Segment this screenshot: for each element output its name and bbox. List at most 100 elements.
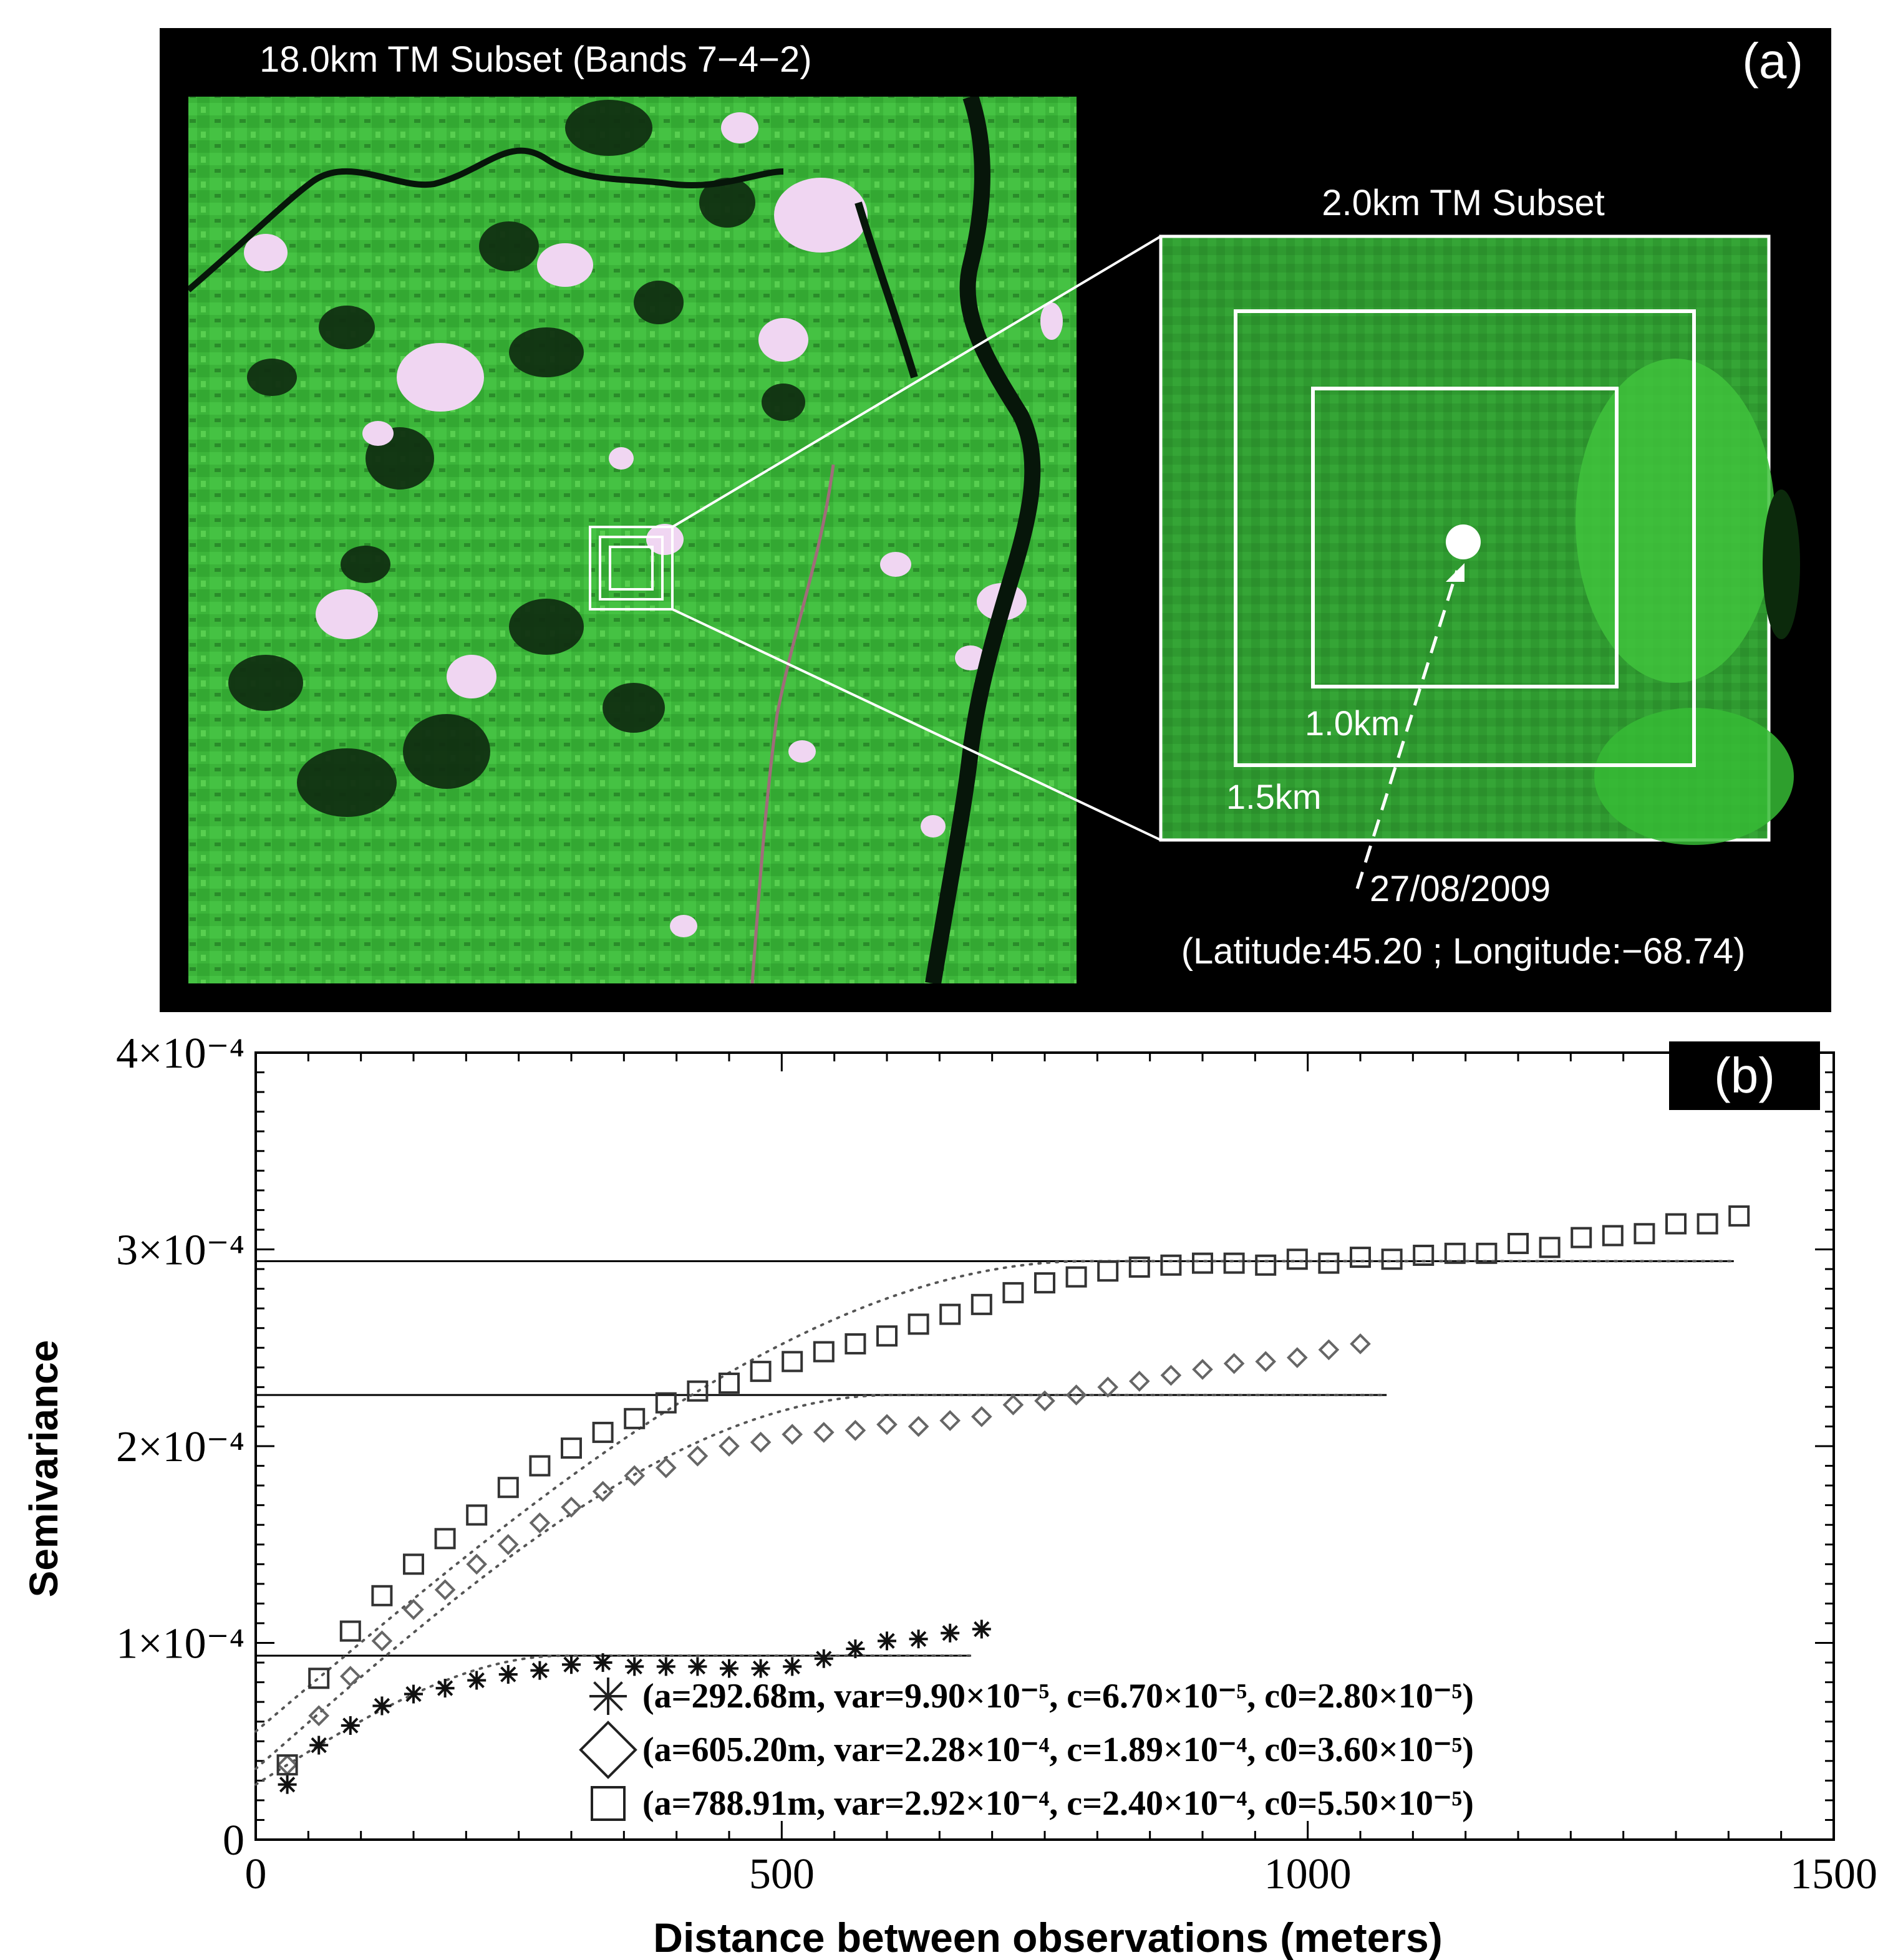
square-data-point [308,1668,330,1689]
square-data-point [1192,1252,1213,1274]
square-data-point [1571,1227,1592,1248]
asterisk-data-point [909,1629,928,1649]
diamond-data-point [624,1465,646,1487]
square-data-point [561,1437,582,1459]
diamond-data-point [466,1553,488,1575]
diamond-data-point [339,1666,361,1687]
diamond-data-point [782,1424,803,1445]
square-data-point [624,1407,646,1429]
x-tick-label: 0 [245,1850,267,1898]
square-data-point [1128,1256,1150,1278]
minor-ticks [254,1051,1835,1841]
diamond-data-point [1065,1384,1087,1406]
y-tick-label: 0 [223,1817,244,1865]
asterisk-data-point [625,1657,644,1676]
asterisk-data-point [404,1684,423,1704]
data-markers [276,1205,1750,1794]
diamond-data-point [1223,1353,1245,1374]
diamond-data-point [592,1480,614,1502]
diamond-data-point [1255,1351,1277,1373]
asterisk-data-point [341,1716,360,1736]
square-data-point [403,1553,424,1575]
box-1-5km [1234,309,1696,767]
y-tick-label: 3×10⁻⁴ [116,1227,244,1275]
diamond-data-point [1192,1359,1213,1380]
model-curve [254,1654,972,1786]
square-data-point [1223,1252,1245,1274]
square-data-point [971,1293,992,1315]
asterisk-data-point [688,1657,707,1676]
square-data-point [1697,1213,1718,1235]
sill-lines [256,1260,1734,1657]
square-data-point [782,1351,803,1373]
asterisk-data-point [656,1657,675,1676]
square-data-point [1413,1244,1435,1266]
asterisk-data-point [878,1631,896,1651]
square-data-point [719,1373,740,1394]
diamond-data-point [403,1599,424,1620]
square-data-point [1255,1254,1277,1276]
legend-entry-text: (a=605.20m, var=2.28×10⁻⁴, c=1.89×10⁻⁴, … [642,1731,1474,1769]
asterisk-data-point [530,1661,549,1680]
panel-a-tag: (a) [1742,33,1803,89]
asterisk-data-point [372,1696,392,1716]
x-tick-label: 500 [749,1850,815,1898]
asterisk-data-point [941,1623,960,1643]
diamond-data-point [1097,1376,1119,1398]
asterisk-data-point [278,1775,297,1794]
panel-b-tag: (b) [1714,1048,1775,1103]
x-tick-label: 1500 [1790,1850,1877,1898]
site-pointer-arrow [1355,570,1459,889]
y-tick-label: 1×10⁻⁴ [116,1620,244,1668]
diamond-data-point [971,1406,992,1427]
diamond-data-point [308,1705,330,1727]
model-curve [254,1260,1735,1733]
diamond-data-point [561,1496,582,1518]
square-data-point [1381,1248,1403,1270]
square-data-point [466,1504,488,1526]
x-axis-label: Distance between observations (meters) [653,1914,1442,1960]
satellite-panel-a: (a) 18.0km TM Subset (Bands 7−4−2) 2.0km… [160,28,1831,1012]
square-data-point [1539,1237,1561,1258]
diamond-data-point [371,1630,393,1652]
diamond-data-point [655,1457,677,1479]
asterisk-data-point [498,1664,518,1684]
square-data-point [1002,1282,1024,1303]
y-tick-label: 4×10⁻⁴ [116,1030,244,1078]
site-marker [1446,524,1481,559]
square-data-point [497,1477,519,1499]
left-subset-title: 18.0km TM Subset (Bands 7−4−2) [259,39,812,80]
square-data-point [1634,1223,1655,1245]
panel-b-tag-box [1669,1041,1820,1110]
square-data-point [1160,1254,1182,1276]
zoom-line-bottom [672,608,1161,841]
diamond-data-point [1034,1390,1055,1412]
satellite-panel-svg: (a) 18.0km TM Subset (Bands 7−4−2) 2.0km… [188,33,1803,983]
asterisk-data-point [435,1679,455,1698]
diamond-data-point [529,1512,551,1533]
diamond-data-point [1128,1371,1150,1392]
square-data-point [1508,1233,1529,1255]
square-data-point [1097,1260,1119,1282]
square-data-point [1065,1266,1087,1288]
diamond-data-point [750,1431,772,1453]
square-data-point [434,1528,456,1550]
legend-square-icon [591,1786,626,1821]
diamond-data-point [908,1416,929,1437]
asterisk-data-point [751,1659,770,1678]
model-curve [254,1394,1388,1770]
square-data-point [687,1380,709,1402]
inner-box-label: 1.0km [1305,703,1400,743]
plot-border [254,1051,1835,1841]
x-tick-labels: 0 500 1000 1500 [245,1850,1878,1898]
square-data-point [1350,1247,1371,1268]
square-data-point [529,1455,551,1477]
site-coordinates: (Latitude:45.20 ; Longitude:−68.74) [1181,931,1746,972]
diamond-data-point [1286,1347,1308,1368]
right-subset-title: 2.0km TM Subset [1322,183,1604,223]
square-data-point [655,1392,677,1414]
diamond-data-point [1350,1333,1371,1354]
square-data-point [1476,1242,1498,1264]
semivariogram-chart: 0 500 1000 1500 0 1×10⁻⁴ 2×10⁻⁴ 3×10⁻⁴ 4×10⁻⁴ (… [21,1030,1878,1960]
asterisk-data-point [814,1649,833,1668]
